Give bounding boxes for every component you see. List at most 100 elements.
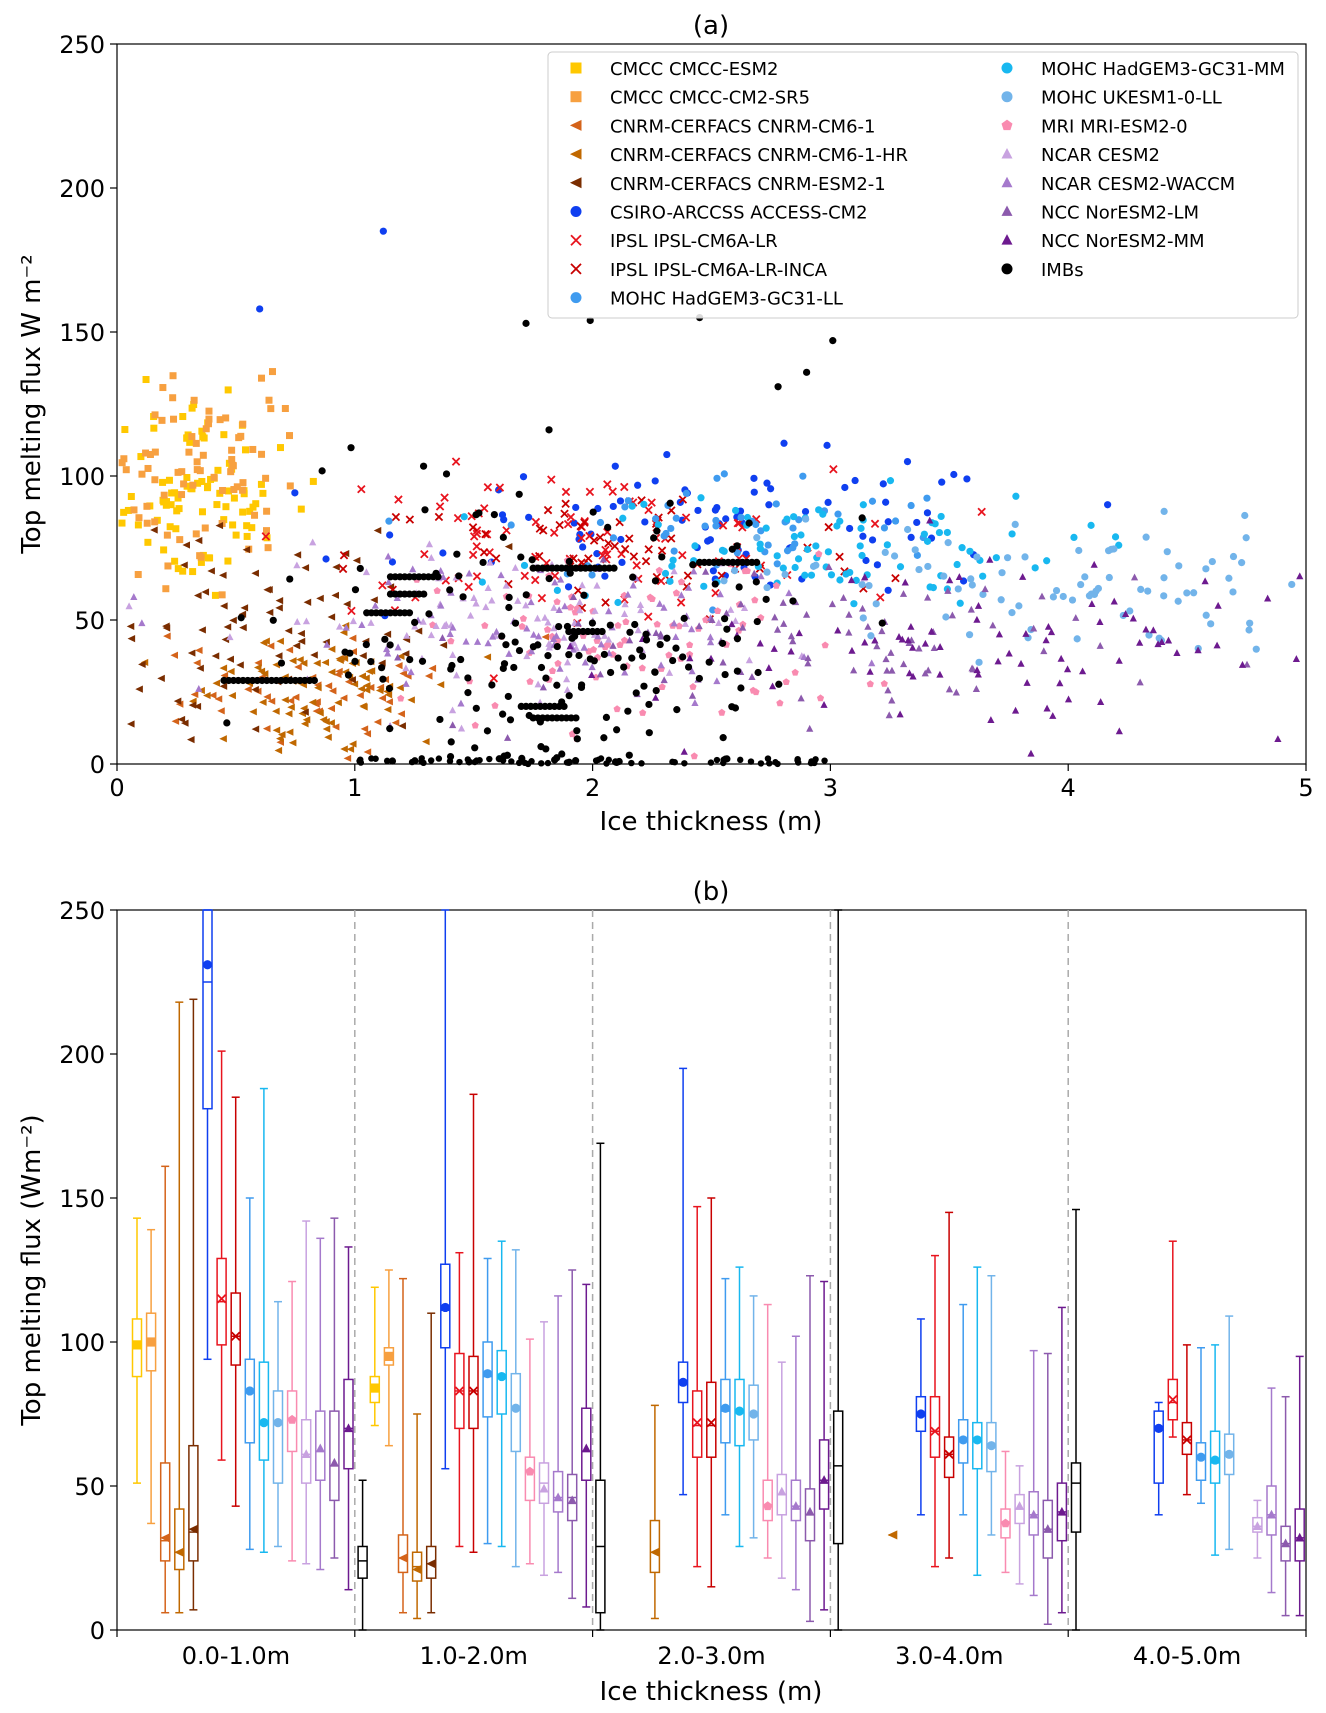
legend-marker-imbs [1001,263,1013,275]
point-csiro-arccss-access-cm2 [780,439,788,447]
point-ncar-cesm2-waccm [527,598,535,606]
point-mohc-ukesm1-0-ll [1003,554,1012,562]
point-mohc-hadgem3-gc31-mm [691,542,699,550]
point-cnrm-cerfacs-cnrm-esm2-1 [439,641,448,649]
point-csiro-arccss-access-cm2 [767,485,775,493]
point-cnrm-cerfacs-cnrm-esm2-1 [220,602,228,610]
point-ncc-noresm2-mm [907,622,915,630]
point-ncc-noresm2-lm [967,605,975,613]
box-ncc-noresm2-lm [566,1269,578,1600]
point-ncc-noresm2-lm [789,637,797,645]
point-ipsl-ipsl-cm6a-lr [261,532,271,541]
point-cmcc-cmcc-esm2 [224,557,232,565]
point-mohc-hadgem3-gc31-mm [923,537,932,545]
point-ncar-cesm2-waccm [785,589,793,597]
point-cnrm-cerfacs-cnrm-esm2-1 [188,701,197,709]
point-csiro-arccss-access-cm2 [824,498,832,506]
point-cnrm-cerfacs-cnrm-esm2-1 [236,661,244,669]
legend-label-ncar-cesm2: NCAR CESM2 [1041,145,1160,166]
point-mri-mri-esm2-0 [690,752,698,760]
point-ncar-cesm2 [544,618,552,626]
point-cnrm-cerfacs-cnrm-cm6-1-hr [259,698,267,706]
point-cmcc-cmcc-esm2 [198,427,206,435]
point-ncar-cesm2 [362,568,371,576]
point-mri-mri-esm2-0 [614,621,622,629]
box-cnrm-cerfacs-cnrm-cm6-1-hr [174,1001,185,1614]
point-cmcc-cmcc-cm2-sr5 [249,445,257,453]
point-csiro-arccss-access-cm2 [564,583,573,591]
point-cmcc-cmcc-cm2-sr5 [178,491,186,499]
point-ncc-noresm2-lm [1072,614,1080,621]
point-csiro-arccss-access-cm2 [851,476,859,485]
point-ncar-cesm2 [427,554,435,561]
point-ipsl-ipsl-cm6a-lr [495,483,505,492]
point-imbs [600,650,608,659]
box-iqr [1294,1508,1305,1562]
x-tick-label: 5 [1298,774,1313,802]
outlier-imbs [586,316,594,325]
point-mri-mri-esm2-0 [702,616,710,623]
point-imbs [745,519,753,527]
point-mri-mri-esm2-0 [665,651,673,659]
point-mohc-hadgem3-gc31-mm [1031,564,1039,572]
point-imbs [553,681,561,689]
point-cmcc-cmcc-esm2 [248,524,256,532]
panel-b: 0 50 100 150 200 250 0.0-1.0m 1.0-2.0m 2.0-3.0m 3… [17,877,1307,1707]
point-cmcc-cmcc-esm2 [198,477,206,485]
point-ipsl-ipsl-cm6a-lr [647,498,656,507]
point-ncc-noresm2-mm [1005,649,1013,657]
point-cnrm-cerfacs-cnrm-esm2-1 [211,652,220,660]
point-ipsl-ipsl-cm6a-lr-inca [434,512,444,522]
point-mohc-hadgem3-gc31-ll [588,571,596,579]
point-ncc-noresm2-mm [795,629,803,637]
point-cmcc-cmcc-cm2-sr5 [222,414,230,422]
point-imbs [362,641,370,649]
point-ipsl-ipsl-cm6a-lr-inca [666,534,676,543]
point-mohc-hadgem3-gc31-ll [713,474,721,482]
point-csiro-arccss-access-cm2 [722,515,730,523]
point-ipsl-ipsl-cm6a-lr-inca [534,551,544,561]
point-mri-mri-esm2-0 [714,607,722,614]
point-ipsl-ipsl-cm6a-lr [394,495,403,504]
point-cmcc-cmcc-cm2-sr5 [162,585,170,593]
point-ipsl-ipsl-cm6a-lr-inca [657,546,667,555]
point-csiro-arccss-access-cm2 [663,450,671,459]
point-ncc-noresm2-mm [1115,727,1123,735]
point-cmcc-cmcc-esm2 [230,494,238,502]
point-ncc-noresm2-mm [994,657,1002,665]
point-ncc-noresm2-lm [804,659,812,667]
point-ipsl-ipsl-cm6a-lr [472,572,482,581]
point-ipsl-ipsl-cm6a-lr [378,581,387,590]
point-ncc-noresm2-lm [899,590,908,597]
point-cnrm-cerfacs-cnrm-cm6-1-hr [365,667,374,676]
point-ncc-noresm2-mm [904,636,912,644]
point-cmcc-cmcc-cm2-sr5 [281,405,289,413]
box-mohc-ukesm1-0-ll [1223,1315,1235,1551]
box-mohc-hadgem3-gc31-mm [496,1240,507,1548]
point-ipsl-ipsl-cm6a-lr-inca [644,545,653,554]
point-ncar-cesm2-waccm [706,633,715,641]
point-cnrm-cerfacs-cnrm-esm2-1 [370,596,378,604]
legend-marker-cmcc-cmcc-esm2 [570,62,582,74]
point-cmcc-cmcc-cm2-sr5 [159,384,167,392]
point-imbs [553,754,561,762]
point-imbs [733,542,741,550]
point-mohc-ukesm1-0-ll [1252,645,1260,653]
point-cnrm-cerfacs-cnrm-esm2-1 [316,594,324,602]
point-cmcc-cmcc-cm2-sr5 [286,432,294,440]
point-ncc-noresm2-mm [848,646,856,654]
point-ncc-noresm2-lm [944,587,952,594]
point-imbs [719,734,727,742]
point-mohc-hadgem3-gc31-mm [886,477,895,485]
point-ncar-cesm2 [545,640,553,647]
point-imbs [545,575,553,583]
point-cnrm-cerfacs-cnrm-cm6-1 [348,634,357,642]
point-ipsl-ipsl-cm6a-lr [678,550,687,560]
box-mean [734,1406,745,1416]
point-ncar-cesm2-waccm [492,627,501,635]
point-cnrm-cerfacs-cnrm-cm6-1-hr [396,684,404,692]
point-mri-mri-esm2-0 [815,550,823,558]
point-imbs [537,663,546,672]
point-ncc-noresm2-mm [1194,646,1202,654]
point-ncc-noresm2-mm [1136,638,1144,646]
